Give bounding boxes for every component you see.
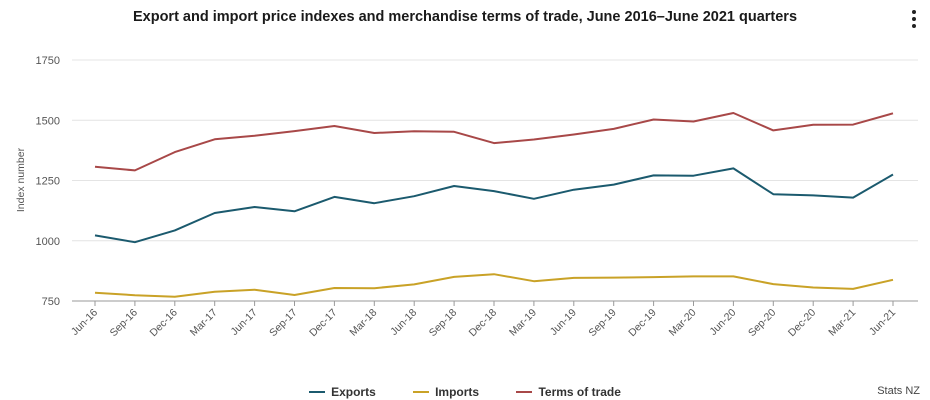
source-credit: Stats NZ [877, 385, 920, 397]
legend-swatch-terms-of-trade [516, 391, 533, 393]
x-tick-label: Jun-19 [548, 307, 579, 338]
x-tick-label: Dec-17 [307, 307, 340, 340]
x-tick-label: Sep-19 [586, 307, 619, 340]
x-tick-label: Mar-20 [667, 307, 699, 339]
y-axis-label: Index number [15, 147, 27, 212]
x-tick-label: Mar-17 [188, 307, 220, 339]
x-tick-label: Mar-18 [347, 307, 379, 339]
x-tick-label: Sep-18 [427, 307, 460, 340]
x-tick-label: Jun-18 [388, 307, 419, 338]
legend-item-imports[interactable]: Imports [413, 385, 479, 399]
legend: Exports Imports Terms of trade [0, 382, 930, 399]
y-axis-ticks: 750 1000 1250 1500 1750 [36, 55, 60, 308]
x-tick-label: Dec-16 [147, 307, 180, 340]
series-line-imports[interactable] [94, 273, 894, 298]
x-tick-label: Dec-18 [467, 307, 500, 340]
y-tick-label: 1500 [36, 115, 60, 127]
x-axis-ticks: Jun-16 Sep-16 Dec-16 Mar-17 Jun-17 Sep-17 Dec-… [69, 301, 898, 339]
legend-swatch-exports [309, 391, 326, 393]
x-tick-label: Jun-16 [69, 307, 100, 338]
series-lines [94, 112, 894, 298]
y-tick-label: 1250 [36, 176, 60, 188]
x-tick-label: Sep-16 [108, 307, 141, 340]
x-tick-label: Jun-21 [867, 307, 898, 338]
x-tick-label: Mar-19 [507, 307, 539, 339]
x-tick-label: Jun-17 [229, 307, 260, 338]
legend-label-imports: Imports [435, 385, 480, 399]
legend-item-terms-of-trade[interactable]: Terms of trade [516, 385, 621, 399]
y-tick-label: 1000 [36, 236, 60, 248]
y-tick-label: 1750 [36, 55, 60, 67]
x-tick-label: Dec-20 [786, 307, 819, 340]
chart-title: Export and import price indexes and merc… [132, 9, 798, 25]
grid-lines [72, 59, 918, 302]
legend-item-exports[interactable]: Exports [309, 385, 376, 399]
x-tick-label: Sep-20 [746, 307, 779, 340]
x-tick-label: Dec-19 [626, 307, 659, 340]
series-line-terms-of-trade[interactable] [94, 112, 894, 172]
series-line-exports[interactable] [94, 167, 894, 244]
x-tick-label: Jun-20 [707, 307, 738, 338]
x-tick-label: Mar-21 [826, 307, 858, 339]
legend-swatch-imports [413, 391, 430, 393]
legend-label-terms-of-trade: Terms of trade [538, 385, 621, 399]
legend-label-exports: Exports [331, 385, 376, 399]
y-tick-label: 750 [42, 296, 60, 308]
x-tick-label: Sep-17 [267, 307, 300, 340]
kebab-menu-icon[interactable] [910, 10, 918, 32]
